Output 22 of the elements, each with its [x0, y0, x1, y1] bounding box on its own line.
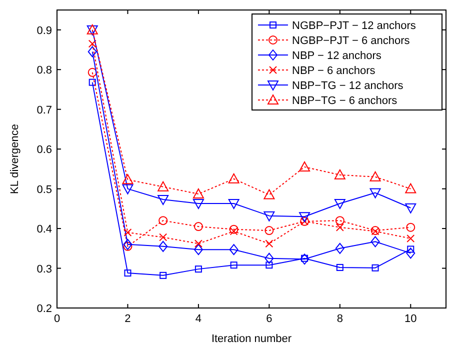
legend-label: NGBP−PJT − 12 anchors — [292, 20, 416, 32]
y-tick-label: 0.8 — [36, 64, 52, 77]
x-axis-title: Iteration number — [211, 333, 292, 345]
legend-label: NGBP−PJT − 6 anchors — [292, 35, 410, 47]
legend-label: NBP−TG − 12 anchors — [292, 80, 404, 92]
x-tick-label: 10 — [404, 313, 417, 325]
legend-label: NBP − 6 anchors — [292, 65, 376, 77]
x-tick-label: 0 — [54, 313, 60, 325]
x-tick-label: 2 — [124, 313, 131, 325]
y-tick-label: 0.3 — [36, 263, 52, 276]
y-tick-label: 0.7 — [36, 104, 52, 116]
y-tick-label: 0.9 — [36, 24, 52, 37]
y-axis-title: KL divergence — [9, 124, 21, 194]
y-tick-label: 0.2 — [36, 303, 52, 315]
legend-label: NBP−TG − 6 anchors — [292, 95, 398, 107]
x-tick-label: 8 — [336, 313, 343, 325]
x-tick-label: 4 — [195, 313, 202, 325]
legend-label: NBP − 12 anchors — [292, 50, 382, 62]
y-tick-label: 0.4 — [36, 224, 52, 236]
y-tick-label: 0.5 — [36, 184, 52, 196]
x-tick-label: 6 — [266, 313, 272, 325]
y-tick-label: 0.6 — [36, 144, 52, 156]
